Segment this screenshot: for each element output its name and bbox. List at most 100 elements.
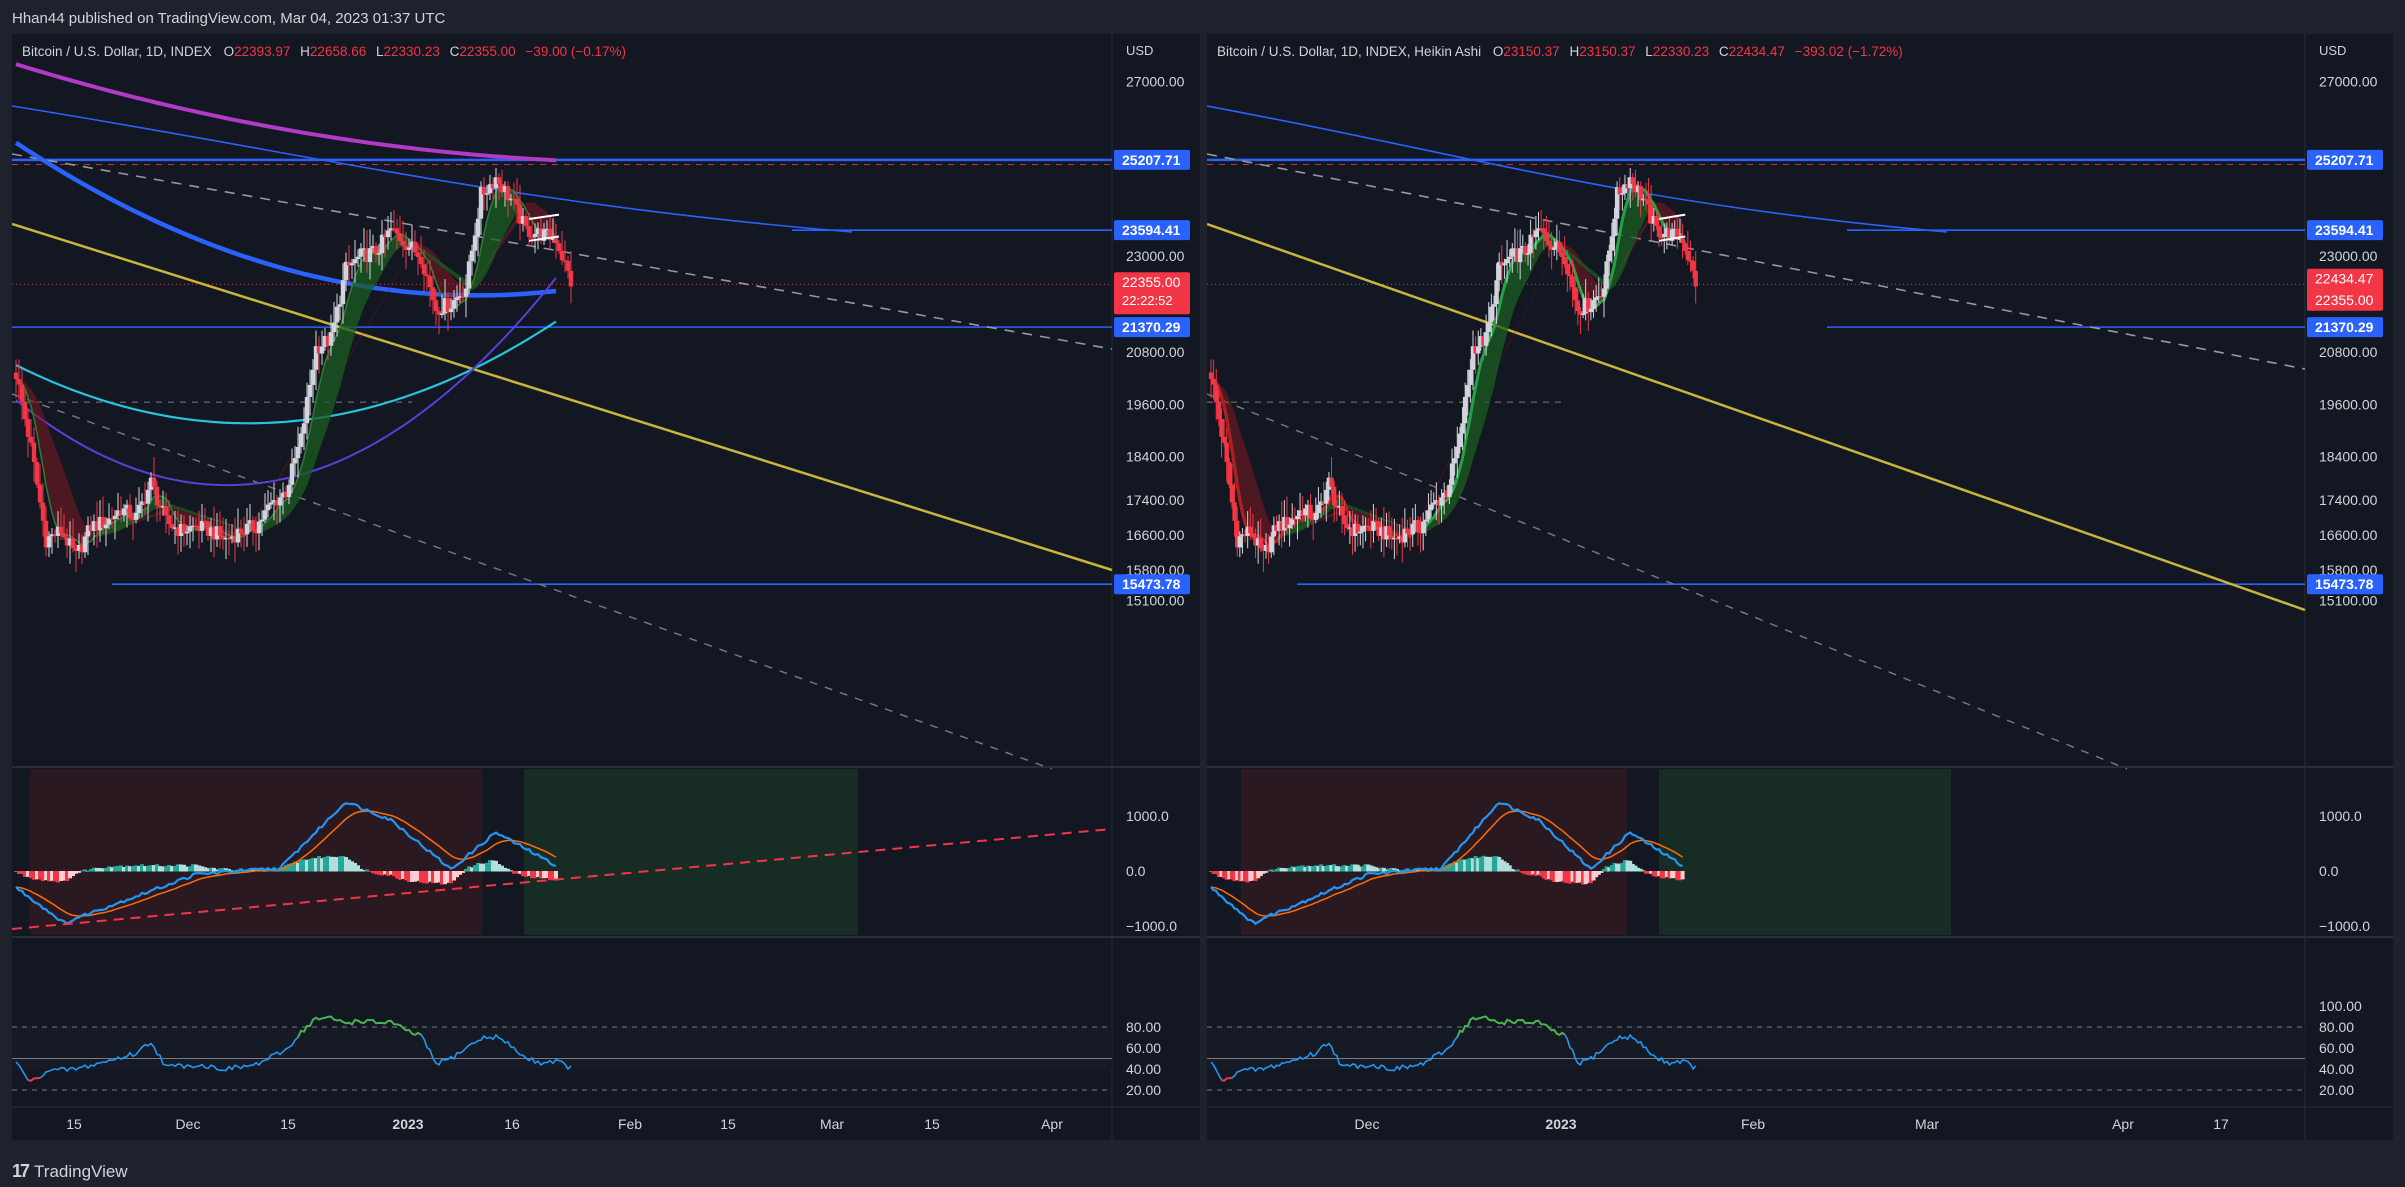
macd-histogram-bar <box>143 866 147 872</box>
candle-body <box>136 504 142 514</box>
macd-histogram-bar <box>1573 871 1578 884</box>
candle-body <box>1648 204 1654 224</box>
macd-histogram-bar <box>1381 867 1386 872</box>
macd-histogram-bar <box>29 871 33 879</box>
candle-body <box>1352 523 1358 537</box>
candle-body <box>520 216 526 224</box>
macd-histogram-bar <box>275 871 279 872</box>
candle-body <box>1316 504 1321 514</box>
candle-body <box>568 270 574 287</box>
candle-body <box>1397 536 1402 539</box>
candle-body <box>1208 372 1214 380</box>
macd-histogram-bar <box>1290 866 1295 872</box>
left-high: 22658.66 <box>309 44 367 59</box>
macd-histogram-bar <box>374 871 378 875</box>
macd-histogram-bar <box>1533 871 1538 876</box>
macd-histogram-bar <box>263 870 267 872</box>
macd-histogram-bar <box>176 864 180 872</box>
candle-body <box>1538 228 1544 230</box>
macd-histogram-bar <box>335 857 339 872</box>
macd-histogram-bar <box>1478 856 1483 872</box>
candle-body <box>1549 245 1554 250</box>
price-tick-label: 16600.00 <box>1126 527 1185 543</box>
candle-body <box>391 228 397 230</box>
candle-body <box>424 274 430 277</box>
macd-histogram-bar <box>95 867 99 872</box>
left-chart-canvas[interactable]: 31000.0029800.0027000.0023000.0020800.00… <box>12 34 1200 1140</box>
candle-body <box>553 238 559 244</box>
candle-body <box>328 332 334 346</box>
macd-histogram-bar <box>1654 871 1659 877</box>
candle-body <box>1588 308 1594 313</box>
candle-body <box>1318 501 1324 505</box>
time-tick-label: 15 <box>720 1116 736 1132</box>
macd-histogram-bar <box>83 869 87 872</box>
candle-body <box>1297 510 1303 516</box>
macd-histogram-bar <box>449 871 453 884</box>
candle-body <box>1593 297 1599 301</box>
macd-histogram-bar <box>14 871 18 872</box>
candle-body <box>1386 526 1392 536</box>
candle-body <box>1214 384 1219 403</box>
macd-signal-line <box>15 810 557 917</box>
macd-histogram-bar <box>1625 860 1630 872</box>
candle-body <box>409 241 415 248</box>
candle-body <box>508 198 514 201</box>
macd-histogram-bar <box>1216 871 1221 878</box>
price-tick-label: 27000.00 <box>1126 74 1185 90</box>
candle-body <box>373 245 379 255</box>
right-chart-canvas[interactable]: 31000.0029800.0027000.0023000.0020800.00… <box>1207 34 2393 1140</box>
macd-histogram-bar <box>548 871 552 881</box>
candle-body <box>433 300 439 312</box>
candle-body <box>1533 230 1539 238</box>
macd-histogram-bar <box>221 867 225 872</box>
candle-body <box>1688 260 1693 262</box>
macd-histogram-bar <box>116 865 120 872</box>
candle-body <box>1310 518 1316 520</box>
macd-histogram-bar <box>395 871 399 879</box>
candle-body <box>199 520 205 531</box>
candle-body <box>382 234 388 238</box>
macd-histogram-bar <box>1638 868 1643 872</box>
candle-body <box>1675 228 1680 240</box>
price-tick-label: 15800.00 <box>1126 562 1185 578</box>
macd-histogram-bar <box>1591 871 1596 881</box>
rsi-tick-label: 60.00 <box>2319 1040 2354 1056</box>
tradingview-brand[interactable]: 17 TradingView <box>12 1161 128 1182</box>
candle-body <box>1572 287 1578 301</box>
macd-histogram-bar <box>509 870 513 872</box>
macd-histogram-bar <box>278 869 282 872</box>
right-chart-panel[interactable]: Bitcoin / U.S. Dollar, 1D, INDEX, Heikin… <box>1207 34 2393 1140</box>
macd-histogram-bar <box>131 866 135 872</box>
macd-histogram-bar <box>1455 862 1460 872</box>
candle-body <box>1384 526 1389 540</box>
candle-body <box>1441 492 1447 498</box>
time-tick-label: Apr <box>2112 1116 2134 1132</box>
left-chart-panel[interactable]: Bitcoin / U.S. Dollar, 1D, INDEX O22393.… <box>12 34 1200 1140</box>
candle-body <box>64 537 70 546</box>
macd-histogram-bar <box>1457 859 1462 872</box>
macd-histogram-bar <box>1415 868 1420 872</box>
macd-histogram-bar <box>1248 871 1253 881</box>
macd-histogram-bar <box>1253 871 1258 882</box>
macd-histogram-bar <box>185 866 189 872</box>
candle-body <box>142 501 148 504</box>
rsi-tick-label: 80.00 <box>2319 1019 2354 1035</box>
candle-body <box>115 510 121 516</box>
candle-body <box>1434 500 1439 503</box>
macd-histogram-bar <box>1235 871 1240 881</box>
drawn-channel <box>1658 213 1686 242</box>
macd-histogram-bar <box>107 866 111 872</box>
candle-body <box>319 346 325 354</box>
macd-histogram-bar <box>161 866 165 872</box>
candle-body <box>1295 515 1300 519</box>
candle-body <box>1245 526 1250 536</box>
candle-body <box>367 248 373 263</box>
macd-histogram-bar <box>1539 871 1544 877</box>
macd-histogram-bar <box>1560 871 1565 881</box>
candle-body <box>1447 484 1452 497</box>
candle-body <box>1544 233 1549 241</box>
macd-histogram-bar <box>1374 867 1379 872</box>
candle-body <box>1292 518 1298 520</box>
candle-body <box>1229 484 1235 503</box>
